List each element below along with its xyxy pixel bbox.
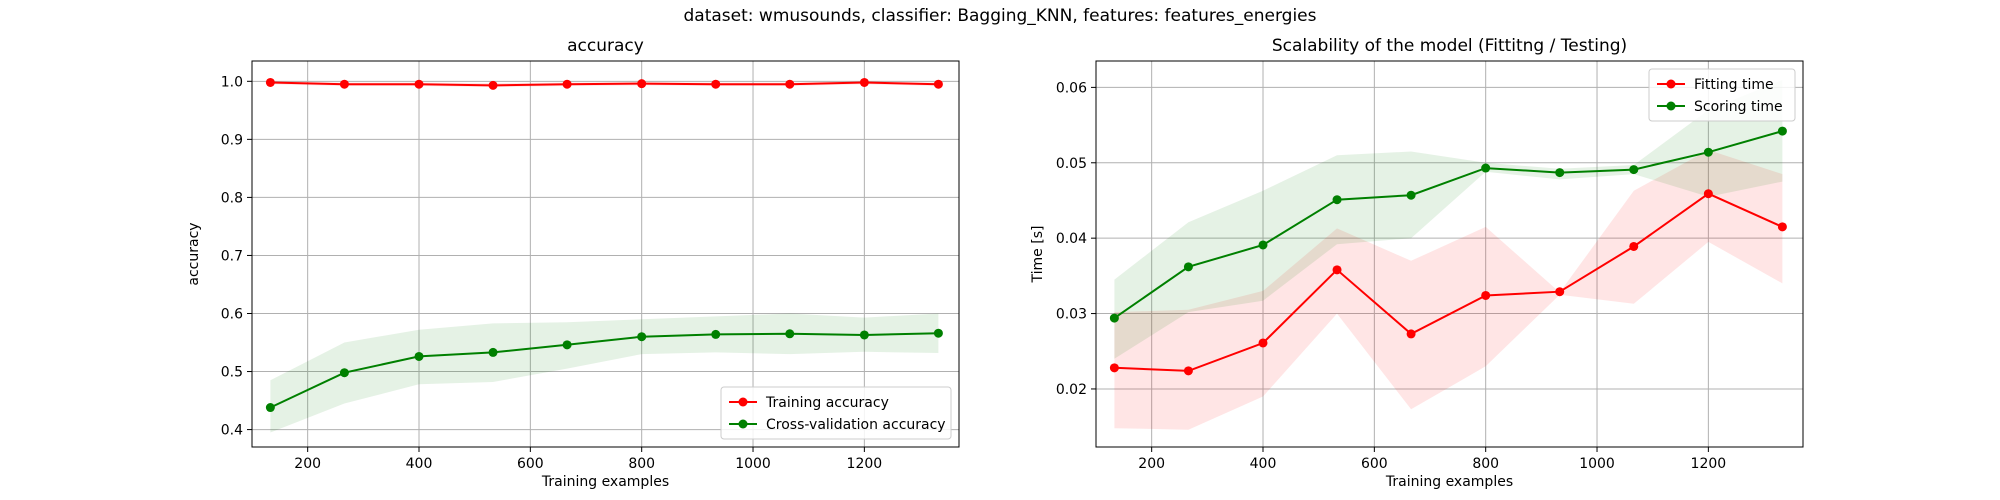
data-point <box>1703 189 1713 199</box>
legend: Training accuracy Cross-validation accura… <box>720 386 952 440</box>
data-point <box>711 79 721 89</box>
x-tick-label: 800 <box>628 456 655 472</box>
x-tick-label: 400 <box>406 456 433 472</box>
legend-box <box>720 386 952 440</box>
data-point <box>933 79 943 89</box>
series-line-2 <box>1113 130 1783 319</box>
y-tick-label: 0.06 <box>1056 80 1087 96</box>
series-line-2 <box>269 332 939 409</box>
y-tick-label: 0.7 <box>221 248 243 264</box>
data-point <box>1703 147 1713 157</box>
plot-title: Scalability of the model (Fittitng / Tes… <box>1272 36 1627 56</box>
axes-frame <box>251 60 960 448</box>
data-point <box>1777 222 1787 232</box>
data-point <box>414 79 424 89</box>
plot-panel-1: 200 400 600 800 1000 1200 0.4 0.5 0.6 0.7 0.8 0.9 1.… <box>186 36 960 490</box>
data-point <box>562 340 572 350</box>
legend-marker <box>738 397 748 407</box>
y-tick-label: 0.04 <box>1056 231 1087 247</box>
y-tick-label: 0.8 <box>221 190 243 206</box>
legend-label: Cross-validation accuracy <box>766 417 946 433</box>
plot-panel-2: 200 400 600 800 1000 1200 0.02 0.03 0.04 0.05 0.06… <box>1030 36 1804 490</box>
y-tick-label: 0.02 <box>1056 382 1087 398</box>
x-tick-label: 600 <box>1361 456 1388 472</box>
data-point <box>1777 126 1787 136</box>
data-point <box>785 329 795 339</box>
series-line-1 <box>1114 192 1783 372</box>
data-point <box>711 329 721 339</box>
figure-title: dataset: wmusounds, classifier: Bagging_… <box>683 6 1317 26</box>
x-tick-label: 1000 <box>735 456 771 472</box>
legend-box <box>1648 68 1796 122</box>
data-point <box>1629 241 1639 251</box>
data-point <box>1332 195 1342 205</box>
legend-label: Scoring time <box>1694 99 1783 115</box>
data-point <box>637 332 647 342</box>
data-point <box>265 77 275 87</box>
data-point <box>1258 338 1268 348</box>
data-point <box>1109 363 1119 373</box>
legend-marker <box>738 419 748 429</box>
data-point <box>1406 190 1416 200</box>
data-point <box>488 347 498 357</box>
x-tick-label: 1200 <box>847 456 883 472</box>
data-point <box>562 79 572 89</box>
x-tick-label: 200 <box>294 456 321 472</box>
data-point <box>1183 366 1193 376</box>
series-line-1 <box>270 81 939 87</box>
y-tick-label: 0.03 <box>1056 307 1087 323</box>
std-band-2 <box>270 313 939 433</box>
data-point <box>1555 168 1565 178</box>
axes-frame <box>1095 60 1804 448</box>
data-point <box>1555 287 1565 297</box>
data-point <box>785 79 795 89</box>
y-axis-label: accuracy <box>186 222 202 285</box>
x-tick-label: 200 <box>1138 456 1165 472</box>
plot-title: accuracy <box>567 36 644 56</box>
legend-marker <box>1666 101 1676 111</box>
data-point <box>1183 262 1193 272</box>
legend-label: Fitting time <box>1694 77 1774 93</box>
y-tick-label: 1.0 <box>221 74 243 90</box>
x-tick-label: 1200 <box>1691 456 1727 472</box>
y-tick-label: 0.5 <box>221 365 243 381</box>
x-tick-label: 400 <box>1250 456 1277 472</box>
data-point <box>414 351 424 361</box>
data-point <box>1629 165 1639 175</box>
data-point <box>488 80 498 90</box>
std-band-1 <box>1114 150 1783 430</box>
y-axis-label: Time [s] <box>1030 226 1046 284</box>
x-axis-label: Training examples <box>1385 474 1513 490</box>
data-point <box>637 79 647 89</box>
data-point <box>1406 329 1416 339</box>
x-tick-label: 1000 <box>1579 456 1615 472</box>
data-point <box>265 403 275 413</box>
data-point <box>1258 240 1268 250</box>
data-point <box>859 77 869 87</box>
legend: Fitting time Scoring time <box>1648 68 1796 122</box>
data-point <box>339 368 349 378</box>
data-point <box>1332 265 1342 275</box>
legend-marker <box>1666 79 1676 89</box>
data-point <box>1481 163 1491 173</box>
data-point <box>339 79 349 89</box>
y-tick-label: 0.9 <box>221 132 243 148</box>
y-tick-label: 0.05 <box>1056 156 1087 172</box>
data-point <box>859 330 869 340</box>
data-point <box>933 328 943 338</box>
x-axis-label: Training examples <box>541 474 669 490</box>
x-tick-label: 800 <box>1472 456 1499 472</box>
y-tick-label: 0.4 <box>221 423 243 439</box>
legend-label: Training accuracy <box>765 395 889 411</box>
data-point <box>1481 290 1491 300</box>
x-tick-label: 600 <box>517 456 544 472</box>
y-tick-label: 0.6 <box>221 306 243 322</box>
data-point <box>1109 313 1119 323</box>
